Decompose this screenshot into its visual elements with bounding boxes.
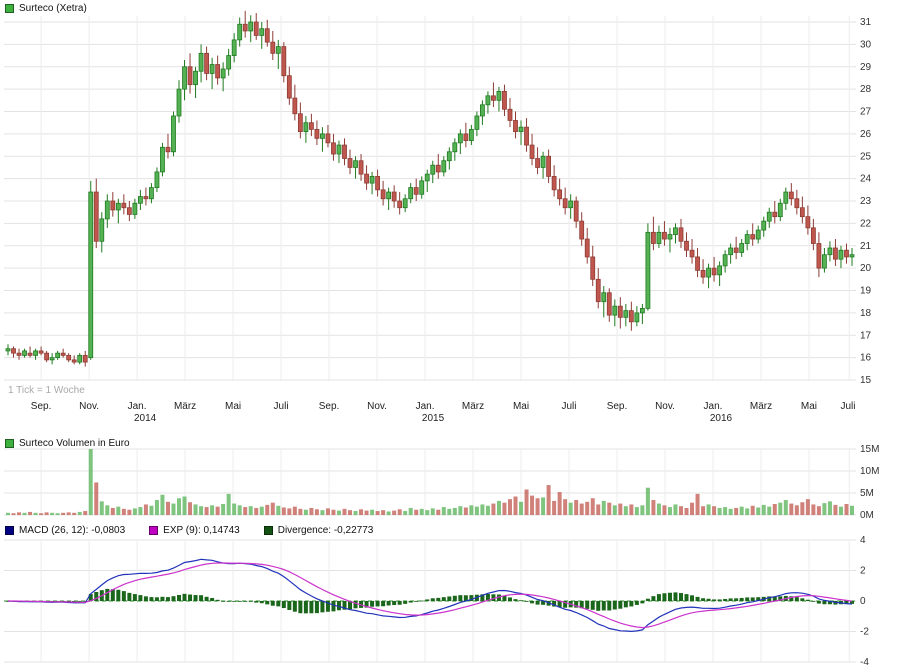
svg-text:24: 24 — [860, 174, 872, 185]
svg-text:15: 15 — [860, 375, 872, 386]
axis-labels: 15161718192021222324252627282930310M5M10… — [31, 17, 880, 668]
svg-text:16: 16 — [860, 353, 872, 364]
divergence-legend-marker-icon — [263, 526, 273, 535]
svg-text:Juli: Juli — [274, 401, 289, 412]
svg-text:28: 28 — [860, 84, 872, 95]
price-chart-legend: Surteco (Xetra) — [5, 3, 87, 14]
svg-text:5M: 5M — [860, 488, 874, 499]
svg-text:0: 0 — [860, 596, 866, 607]
svg-text:März: März — [462, 401, 484, 412]
exp-value-label: EXP (9): 0,14743 — [163, 525, 240, 536]
divergence-legend-item: Divergence: -0,22773 — [263, 525, 374, 536]
svg-text:Juli: Juli — [840, 401, 855, 412]
volume-legend-marker-icon — [5, 439, 14, 448]
svg-text:31: 31 — [860, 17, 872, 28]
svg-text:2015: 2015 — [422, 413, 445, 424]
macd-value-label: MACD (26, 12): -0,0803 — [19, 525, 126, 536]
svg-text:Mai: Mai — [225, 401, 241, 412]
macd-legend-item: MACD (26, 12): -0,0803 — [5, 525, 125, 536]
svg-text:März: März — [174, 401, 196, 412]
macd-legend: MACD (26, 12): -0,0803 EXP (9): 0,14743 … — [5, 525, 373, 536]
svg-text:Mai: Mai — [801, 401, 817, 412]
macd-legend-marker-icon — [5, 526, 14, 535]
price-chart-title: Surteco (Xetra) — [19, 3, 87, 14]
volume-legend: Surteco Volumen in Euro — [5, 438, 130, 449]
svg-text:Jan.: Jan. — [416, 401, 435, 412]
candles — [5, 10, 855, 367]
price-legend-marker-icon — [5, 4, 14, 13]
svg-text:Sep.: Sep. — [319, 401, 340, 412]
svg-text:23: 23 — [860, 196, 872, 207]
svg-text:15M: 15M — [860, 444, 879, 455]
volume-chart-title: Surteco Volumen in Euro — [19, 438, 130, 449]
svg-text:Sep.: Sep. — [31, 401, 52, 412]
divergence-value-label: Divergence: -0,22773 — [277, 525, 374, 536]
svg-text:Sep.: Sep. — [607, 401, 628, 412]
svg-text:18: 18 — [860, 308, 872, 319]
svg-text:-2: -2 — [860, 627, 869, 638]
svg-text:0M: 0M — [860, 510, 874, 521]
svg-text:25: 25 — [860, 151, 872, 162]
svg-text:Mai: Mai — [513, 401, 529, 412]
svg-text:Jan.: Jan. — [704, 401, 723, 412]
tick-note: 1 Tick = 1 Woche — [8, 385, 85, 396]
svg-text:17: 17 — [860, 330, 872, 341]
macd-line — [7, 558, 853, 633]
svg-text:Nov.: Nov. — [79, 401, 99, 412]
svg-text:4: 4 — [860, 535, 866, 546]
svg-text:27: 27 — [860, 107, 872, 118]
svg-text:21: 21 — [860, 241, 872, 252]
svg-text:2016: 2016 — [710, 413, 733, 424]
volume-bars — [6, 449, 854, 515]
svg-text:10M: 10M — [860, 466, 879, 477]
svg-text:Nov.: Nov. — [367, 401, 387, 412]
svg-text:2014: 2014 — [134, 413, 157, 424]
svg-text:29: 29 — [860, 62, 872, 73]
gridlines — [4, 16, 856, 663]
svg-text:20: 20 — [860, 263, 872, 274]
macd-lines — [7, 558, 853, 633]
svg-text:2: 2 — [860, 566, 866, 577]
svg-text:Jan.: Jan. — [128, 401, 147, 412]
svg-text:Nov.: Nov. — [655, 401, 675, 412]
svg-text:26: 26 — [860, 129, 872, 140]
svg-text:-4: -4 — [860, 657, 869, 668]
exp-signal-line — [8, 562, 853, 629]
svg-text:Juli: Juli — [562, 401, 577, 412]
svg-text:19: 19 — [860, 286, 872, 297]
svg-text:30: 30 — [860, 39, 872, 50]
svg-text:22: 22 — [860, 218, 872, 229]
exp-legend-item: EXP (9): 0,14743 — [149, 525, 240, 536]
svg-text:März: März — [750, 401, 772, 412]
exp-legend-marker-icon — [149, 526, 159, 535]
